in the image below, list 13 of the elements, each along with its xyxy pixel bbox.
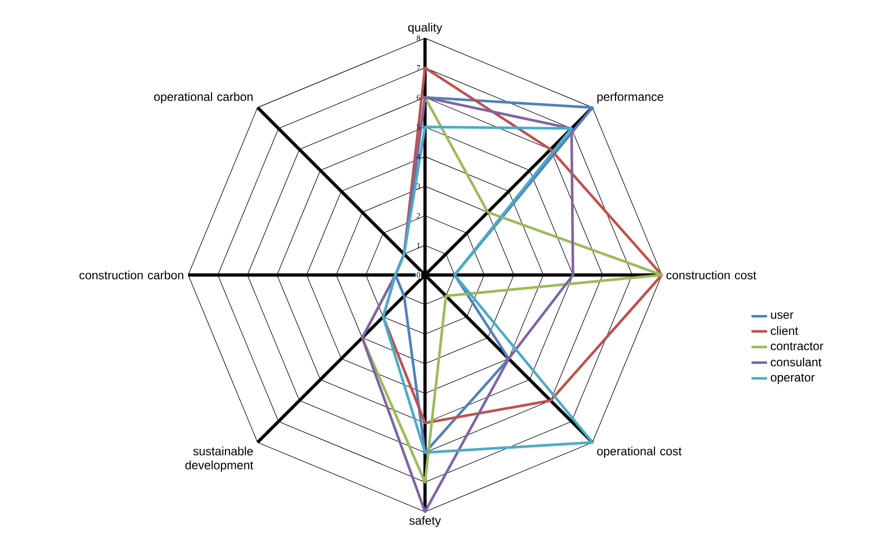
legend-label: contractor xyxy=(770,342,824,350)
spoke-label: safety xyxy=(409,516,441,528)
legend-label: client xyxy=(770,326,798,336)
spoke-label: performance xyxy=(597,92,664,104)
spoke-label: quality xyxy=(408,22,442,34)
spoke-label: operational carbon xyxy=(154,92,253,104)
legend-label: operator xyxy=(770,374,815,384)
legend-label: user xyxy=(771,312,794,319)
spoke-label: sustainable development xyxy=(185,446,254,472)
spoke-label: construction carbon xyxy=(80,270,184,280)
spoke-label: construction cost xyxy=(666,270,756,280)
spoke-label: operational cost xyxy=(597,446,682,458)
legend-label: consulant xyxy=(770,358,822,366)
